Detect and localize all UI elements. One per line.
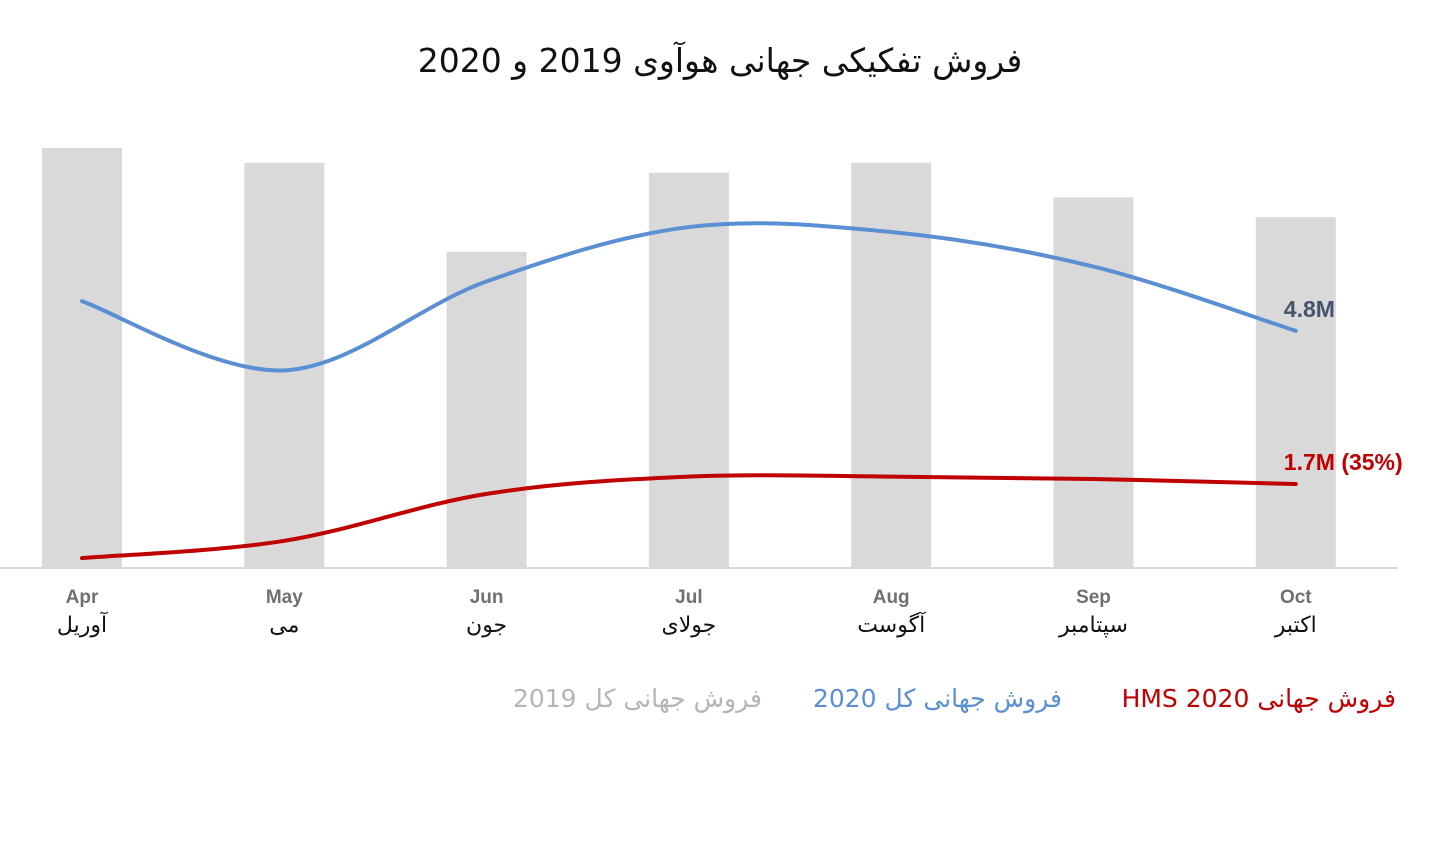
tick-label-fa-aug: آگوست <box>857 611 926 638</box>
tick-label-jul: Jul <box>675 587 702 608</box>
series-lines: 4.8M 1.7M (35%) <box>80 221 1403 561</box>
tick-label-fa-jun: جون <box>466 613 507 638</box>
tick-label-apr: Apr <box>66 587 99 608</box>
tick-label-fa-apr: آوریل <box>57 611 108 638</box>
tick-label-may: May <box>266 587 303 608</box>
tick-label-aug: Aug <box>873 587 910 608</box>
bars-2019 <box>42 148 1336 569</box>
line-total-2020 <box>80 221 1298 373</box>
legend-total-2019: فروش جهانی کل 2019 <box>513 684 762 714</box>
tick-label-fa-sep: سپتامبر <box>1058 613 1128 638</box>
bar-2019-oct <box>1255 217 1336 569</box>
bar-2019-sep <box>1053 197 1134 569</box>
tick-label-fa-jul: جولای <box>662 613 717 638</box>
chart-title: فروش تفکیکی جهانی هوآوی 2019 و 2020 <box>418 41 1023 80</box>
label-total-2020-oct: 4.8M <box>1284 296 1335 322</box>
tick-label-oct: Oct <box>1280 587 1312 608</box>
line-hms-2020 <box>80 473 1298 561</box>
bar-2019-aug <box>851 162 932 568</box>
tick-label-sep: Sep <box>1076 587 1111 608</box>
legend-hms-2020: فروش جهانی HMS 2020 <box>1122 684 1396 714</box>
bar-2019-jun <box>446 251 527 568</box>
label-hms-2020-oct: 1.7M (35%) <box>1284 449 1403 475</box>
legend: فروش جهانی HMS 2020 فروش جهانی کل 2020 فرو… <box>513 684 1396 714</box>
tick-label-jun: Jun <box>470 587 504 608</box>
x-axis-ticks: Apr آوریل May می Jun جون Jul جولای Aug آگوست Sep سپ… <box>57 587 1317 638</box>
tick-label-fa-oct: اکتبر <box>1274 613 1317 638</box>
legend-total-2020: فروش جهانی کل 2020 <box>813 684 1062 714</box>
bar-2019-jul <box>648 172 729 569</box>
bar-2019-apr <box>42 148 122 568</box>
tick-label-fa-may: می <box>269 613 299 638</box>
